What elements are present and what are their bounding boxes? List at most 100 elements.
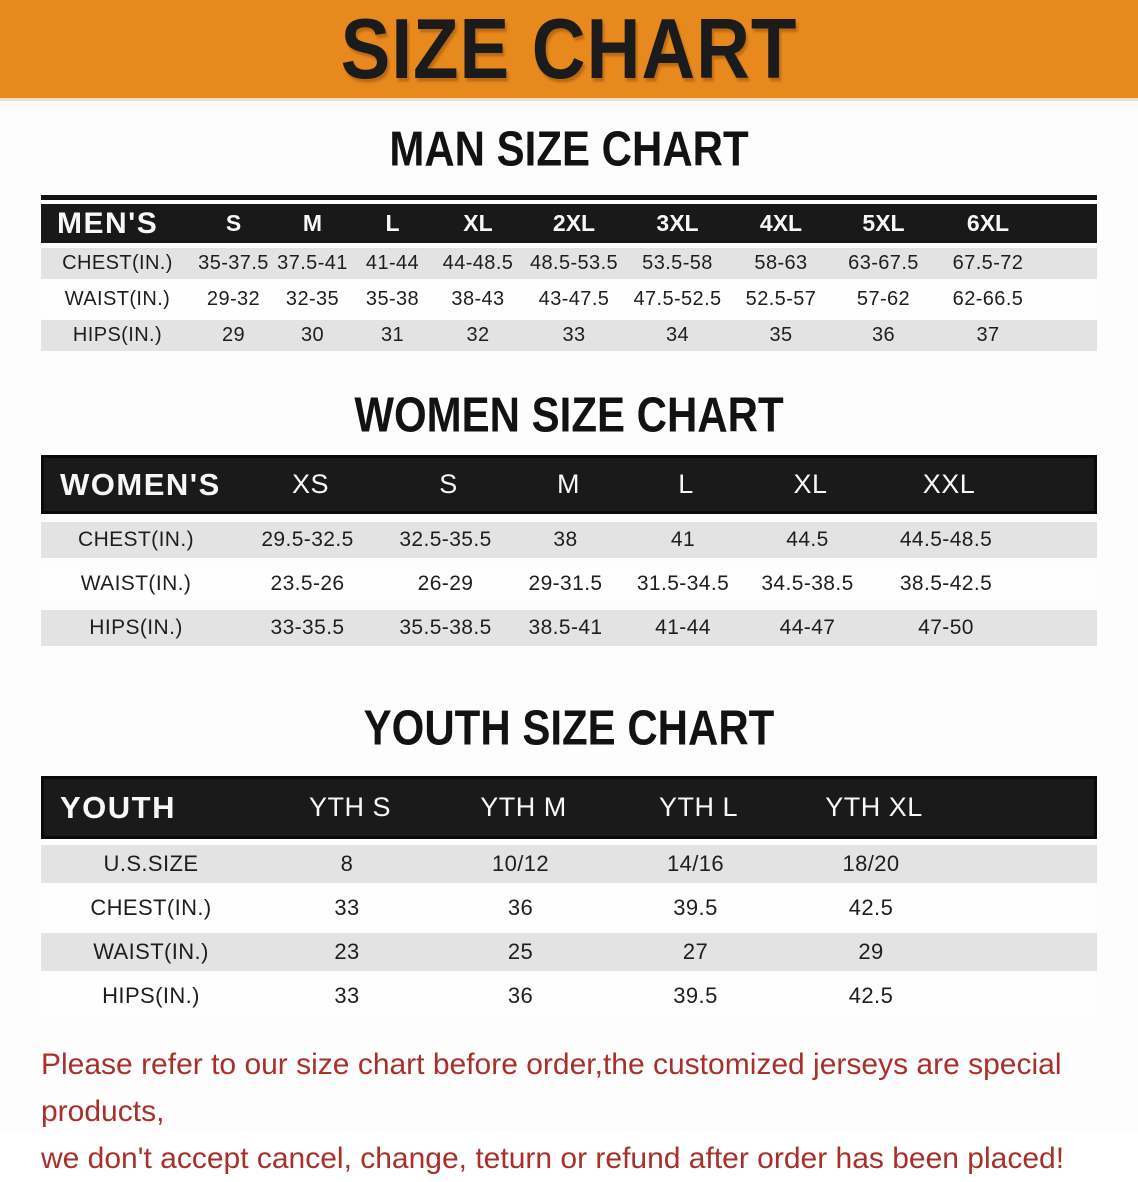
- youth-header-row: YOUTH YTH S YTH M YTH L YTH XL: [41, 776, 1097, 839]
- size-value-cell: 48.5-53.5: [529, 252, 619, 274]
- size-value-cell: 36: [507, 983, 534, 1008]
- size-value-cell: 63-67.5: [848, 252, 919, 274]
- size-value-cell: 38.5-42.5: [899, 572, 993, 595]
- size-value-cell: 37.5-41: [277, 252, 348, 274]
- size-value-cell: 36: [507, 895, 534, 920]
- size-value-cell: 67.5-72: [952, 252, 1024, 274]
- size-value-cell: 32-35: [285, 288, 340, 310]
- row-label: CHEST(IN.): [78, 528, 194, 551]
- size-col-header-m: M: [557, 469, 580, 499]
- size-col-header-xl: XL: [463, 210, 493, 236]
- disclaimer-line-2: we don't accept cancel, change, teturn o…: [41, 1142, 1065, 1175]
- men-waist-row: WAIST(IN.) 29-32 32-35 35-38 38-43 43-47…: [41, 284, 1097, 315]
- row-label: CHEST(IN.): [62, 252, 173, 274]
- youth-corner-label: YOUTH: [60, 789, 176, 825]
- size-value-cell: 41: [670, 528, 696, 551]
- size-value-cell: 31.5-34.5: [636, 572, 730, 595]
- size-value-cell: 53.5-58: [642, 252, 713, 274]
- size-value-cell: 23.5-26: [270, 572, 345, 595]
- size-col-header-2xl: 2XL: [552, 210, 596, 236]
- size-value-cell: 18/20: [842, 851, 900, 876]
- size-value-cell: 62-66.5: [952, 288, 1024, 310]
- size-value-cell: 29: [221, 324, 246, 346]
- size-value-cell: 8: [340, 851, 354, 876]
- women-header-row: WOMEN'S XS S M L XL XXL: [41, 455, 1097, 514]
- disclaimer-line-1: Please refer to our size chart before or…: [41, 1048, 1062, 1128]
- size-col-header-l: L: [385, 210, 400, 236]
- size-value-cell: 34.5-38.5: [761, 572, 854, 595]
- men-hips-row: HIPS(IN.) 29 30 31 32 33 34 35 36 37: [41, 320, 1097, 351]
- row-label: HIPS(IN.): [102, 983, 200, 1008]
- size-value-cell: 35.5-38.5: [399, 616, 492, 639]
- size-value-cell: 35-37.5: [198, 252, 269, 274]
- size-value-cell: 38: [553, 528, 578, 551]
- size-value-cell: 36: [871, 324, 896, 346]
- disclaimer-note: Please refer to our size chart before or…: [41, 1041, 1116, 1182]
- size-value-cell: 37: [976, 324, 1000, 346]
- youth-size-table: YOUTH YTH S YTH M YTH L YTH XL U.S.SIZE …: [41, 776, 1097, 1015]
- size-value-cell: 42.5: [848, 983, 894, 1008]
- size-value-cell: 27: [682, 939, 709, 964]
- size-value-cell: 38.5-41: [528, 616, 603, 639]
- youth-waist-row: WAIST(IN.) 23 25 27 29: [41, 933, 1097, 971]
- size-value-cell: 34: [665, 324, 690, 346]
- size-col-header-m: M: [302, 210, 323, 236]
- size-value-cell: 30: [300, 324, 325, 346]
- size-value-cell: 43-47.5: [538, 288, 610, 310]
- size-col-header-xs: XS: [291, 469, 330, 499]
- row-label: WAIST(IN.): [80, 572, 192, 595]
- row-label: CHEST(IN.): [90, 895, 212, 920]
- size-value-cell: 33: [334, 983, 360, 1008]
- women-size-table: WOMEN'S XS S M L XL XXL CHEST(IN.) 29.5-…: [41, 455, 1097, 646]
- banner-title: SIZE CHART: [340, 1, 798, 97]
- size-col-header-yth-m: YTH M: [480, 792, 567, 822]
- size-value-cell: 26-29: [417, 572, 474, 595]
- women-section-heading: WOMEN SIZE CHART: [354, 386, 784, 443]
- size-value-cell: 42.5: [848, 895, 894, 920]
- size-value-cell: 25: [507, 939, 534, 964]
- size-col-header-3xl: 3XL: [656, 210, 699, 236]
- size-value-cell: 32.5-35.5: [399, 528, 492, 551]
- size-value-cell: 33-35.5: [270, 616, 345, 639]
- size-value-cell: 29-31.5: [528, 572, 603, 595]
- size-value-cell: 10/12: [491, 851, 550, 876]
- men-section-heading: MAN SIZE CHART: [389, 120, 749, 177]
- men-header-row: MEN'S S M L XL 2XL 3XL 4XL 5XL 6XL: [41, 204, 1097, 243]
- size-value-cell: 35: [769, 324, 793, 346]
- youth-hips-row: HIPS(IN.) 33 36 39.5 42.5: [41, 977, 1097, 1015]
- size-value-cell: 29: [858, 939, 884, 964]
- size-value-cell: 38-43: [451, 288, 505, 310]
- row-label: WAIST(IN.): [93, 939, 209, 964]
- size-value-cell: 23: [334, 939, 360, 964]
- size-value-cell: 31: [380, 324, 405, 346]
- size-value-cell: 33: [562, 324, 586, 346]
- women-hips-row: HIPS(IN.) 33-35.5 35.5-38.5 38.5-41 41-4…: [41, 610, 1097, 646]
- size-value-cell: 47.5-52.5: [633, 288, 722, 310]
- women-waist-row: WAIST(IN.) 23.5-26 26-29 29-31.5 31.5-34…: [41, 566, 1097, 602]
- size-value-cell: 32: [466, 324, 490, 346]
- youth-ussize-row: U.S.SIZE 8 10/12 14/16 18/20: [41, 845, 1097, 883]
- row-label: HIPS(IN.): [89, 616, 183, 639]
- size-col-header-l: L: [678, 469, 694, 499]
- size-value-cell: 57-62: [856, 288, 911, 310]
- size-col-header-yth-l: YTH L: [658, 792, 739, 822]
- row-label: HIPS(IN.): [72, 324, 163, 346]
- size-col-header-5xl: 5XL: [862, 210, 905, 236]
- size-value-cell: 39.5: [673, 895, 718, 920]
- size-value-cell: 44-48.5: [442, 252, 514, 274]
- size-col-header-6xl: 6XL: [966, 210, 1010, 236]
- size-value-cell: 52.5-57: [745, 288, 817, 310]
- size-col-header-yth-s: YTH S: [308, 792, 391, 822]
- size-value-cell: 39.5: [673, 983, 718, 1008]
- row-label: U.S.SIZE: [103, 851, 199, 876]
- size-value-cell: 35-38: [365, 288, 420, 310]
- size-value-cell: 44.5: [786, 528, 829, 551]
- size-value-cell: 58-63: [754, 252, 808, 274]
- banner: SIZE CHART: [0, 0, 1138, 101]
- size-value-cell: 47-50: [918, 616, 974, 639]
- row-label: WAIST(IN.): [64, 288, 171, 310]
- size-value-cell: 33: [334, 895, 360, 920]
- size-value-cell: 44.5-48.5: [899, 528, 993, 551]
- size-value-cell: 29-32: [206, 288, 261, 310]
- size-value-cell: 44-47: [779, 616, 836, 639]
